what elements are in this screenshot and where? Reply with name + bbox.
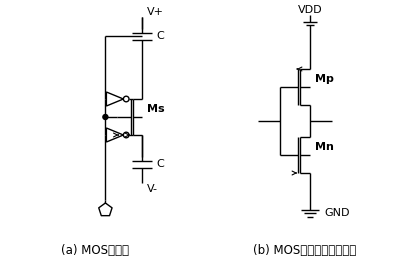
Text: VDD: VDD: [297, 5, 322, 15]
Text: (b) MOS开关管中的反相器: (b) MOS开关管中的反相器: [253, 245, 356, 258]
Text: V-: V-: [147, 184, 158, 194]
Text: V+: V+: [147, 7, 164, 17]
Circle shape: [102, 114, 108, 120]
Text: (a) MOS开关管: (a) MOS开关管: [61, 245, 129, 258]
Text: C: C: [156, 159, 164, 169]
Text: Ms: Ms: [147, 104, 164, 114]
Text: C: C: [156, 31, 164, 41]
Text: Mp: Mp: [314, 74, 333, 84]
Text: GND: GND: [323, 208, 349, 218]
Text: Mn: Mn: [314, 142, 333, 152]
